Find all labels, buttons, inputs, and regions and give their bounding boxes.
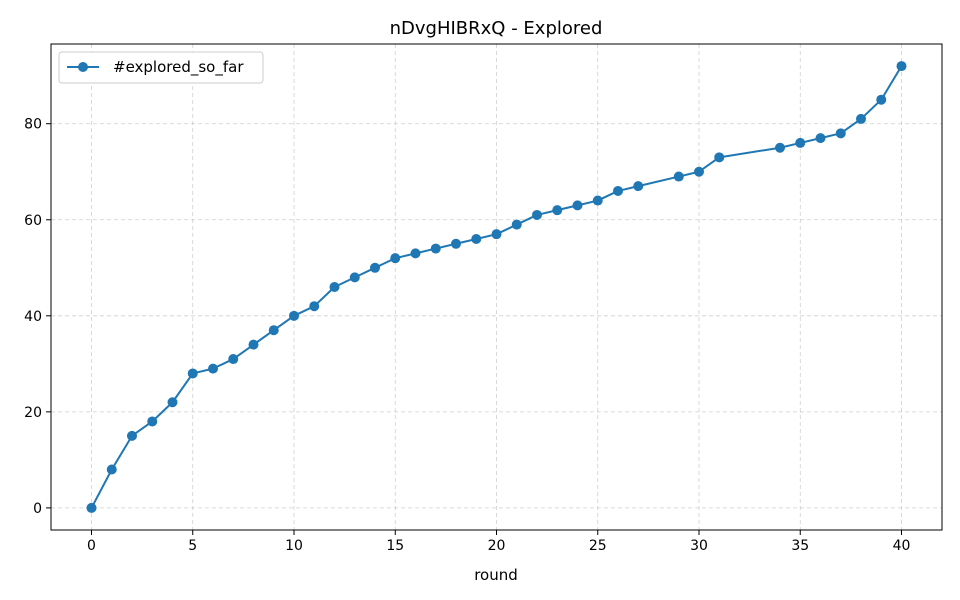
data-point xyxy=(147,416,158,427)
data-point xyxy=(127,430,137,441)
data-point xyxy=(532,209,542,220)
data-point xyxy=(268,325,279,336)
grid xyxy=(51,44,942,530)
x-tick-label: 10 xyxy=(285,538,303,554)
y-tick-label: 80 xyxy=(24,117,42,133)
data-point xyxy=(390,253,401,264)
data-point xyxy=(309,301,320,312)
data-point xyxy=(795,137,806,148)
data-point xyxy=(370,262,380,273)
data-point xyxy=(815,133,826,144)
data-point xyxy=(491,229,502,240)
data-point xyxy=(187,368,198,379)
data-point xyxy=(410,248,421,259)
x-tick-label: 30 xyxy=(690,538,708,554)
data-point xyxy=(511,219,522,230)
y-tick-label: 60 xyxy=(24,213,42,229)
data-point xyxy=(673,171,684,182)
x-tick-label: 20 xyxy=(488,538,506,554)
x-tick-label: 0 xyxy=(87,538,96,554)
data-point xyxy=(86,502,97,513)
data-point xyxy=(471,233,482,244)
legend-label: #explored_so_far xyxy=(113,58,244,77)
x-tick-label: 25 xyxy=(589,538,607,554)
data-point xyxy=(592,195,603,206)
data-point xyxy=(714,152,725,163)
data-point xyxy=(430,243,441,254)
x-tick-label: 15 xyxy=(386,538,404,554)
data-point xyxy=(248,339,259,350)
data-point xyxy=(106,464,117,475)
data-point xyxy=(289,310,299,321)
x-axis-title: round xyxy=(474,566,518,584)
data-point xyxy=(451,238,461,249)
data-point xyxy=(552,205,563,216)
data-point xyxy=(208,363,218,374)
data-point xyxy=(876,94,887,105)
data-point xyxy=(329,282,340,292)
y-tick-label: 0 xyxy=(33,501,42,517)
x-tick-label: 35 xyxy=(791,538,809,554)
legend: #explored_so_far xyxy=(58,51,264,84)
data-point xyxy=(896,61,907,72)
data-point xyxy=(775,142,785,153)
data-point xyxy=(167,397,178,408)
data-point xyxy=(694,166,704,177)
x-tick-label: 40 xyxy=(893,538,911,554)
data-point xyxy=(572,200,583,211)
legend-marker xyxy=(78,62,88,72)
y-tick-label: 20 xyxy=(24,405,42,421)
data-point xyxy=(228,354,239,365)
data-point xyxy=(835,128,846,139)
chart-title: nDvgHIBRxQ - Explored xyxy=(390,18,603,39)
ticks: 0 5 10 15 20 25 30 35 40 0 20 40 60 80 xyxy=(24,117,910,554)
data-point xyxy=(856,113,866,124)
legend-box xyxy=(58,51,264,84)
series-layer xyxy=(86,61,907,513)
data-point xyxy=(633,181,644,192)
data-point xyxy=(349,272,360,283)
data-point xyxy=(613,185,623,196)
x-tick-label: 5 xyxy=(188,538,197,554)
y-tick-label: 40 xyxy=(24,309,42,325)
